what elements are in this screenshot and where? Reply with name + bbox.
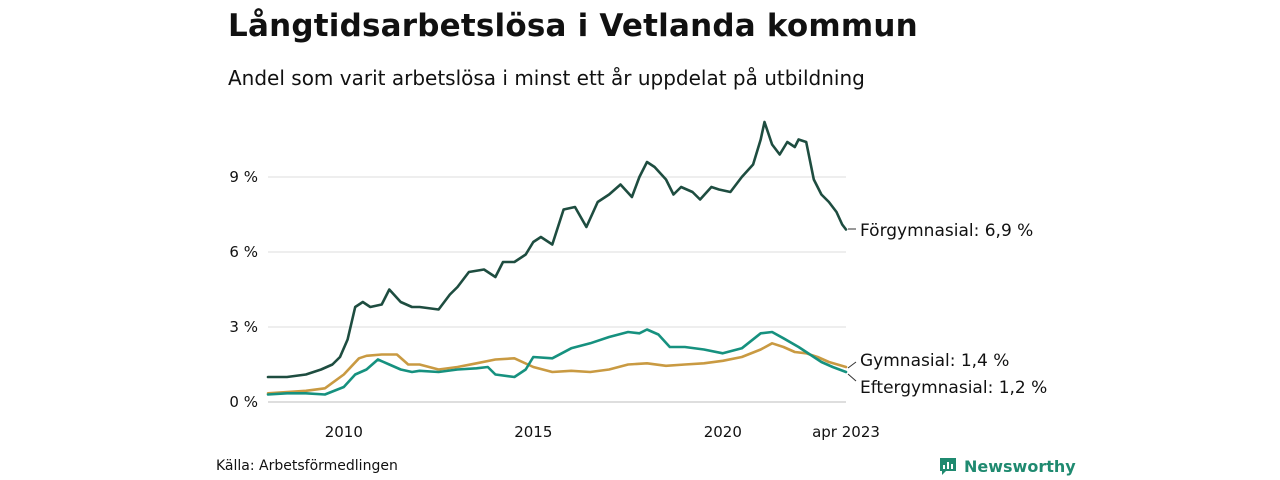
- series-line-eftergymnasial: [266, 328, 848, 396]
- newsworthy-chart-icon: [940, 458, 956, 475]
- x-tick-label-3: apr 2023: [812, 423, 880, 441]
- series-line-gymnasial: [266, 342, 848, 395]
- x-tick-label-1: 2015: [514, 423, 552, 441]
- leader-line-gymnasial: [847, 361, 857, 369]
- end-label-förgymnasial: Förgymnasial: 6,9 %: [860, 221, 1033, 241]
- y-tick-label-0: 0 %: [229, 393, 258, 411]
- brand-name: Newsworthy: [964, 456, 1076, 476]
- end-label-gymnasial: Gymnasial: 1,4 %: [860, 351, 1009, 371]
- source-note: Källa: Arbetsförmedlingen: [216, 458, 398, 474]
- y-tick-label-9: 9 %: [229, 168, 258, 186]
- chart-subtitle: Andel som varit arbetslösa i minst ett å…: [228, 66, 865, 90]
- leader-line-eftergymnasial: [847, 373, 857, 382]
- series-line-förgymnasial: [266, 120, 848, 379]
- newsworthy-logo[interactable]: Newsworthy: [938, 456, 1076, 476]
- x-tick-label-2: 2020: [704, 423, 742, 441]
- x-tick-label-0: 2010: [325, 423, 363, 441]
- y-tick-label-6: 6 %: [229, 243, 258, 261]
- end-label-eftergymnasial: Eftergymnasial: 1,2 %: [860, 378, 1047, 398]
- chart-title: Långtidsarbetslösa i Vetlanda kommun: [228, 8, 918, 44]
- y-tick-label-3: 3 %: [229, 318, 258, 336]
